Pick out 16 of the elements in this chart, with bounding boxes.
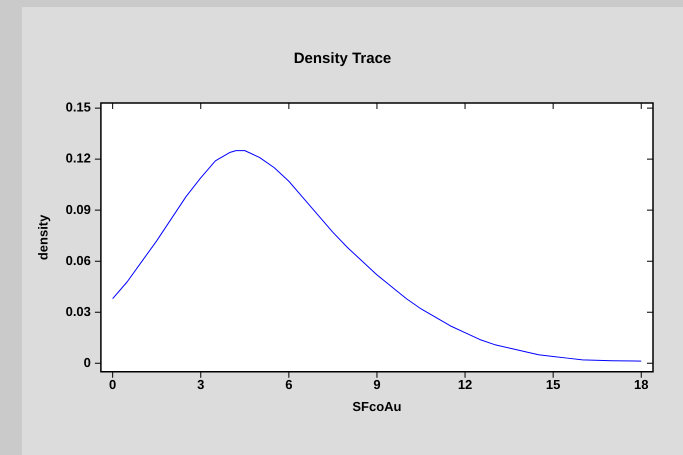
x-tick-label: 0 bbox=[109, 377, 116, 392]
x-tick-label: 18 bbox=[634, 377, 648, 392]
y-tick-label: 0.06 bbox=[66, 252, 91, 268]
y-axis-title: density bbox=[35, 214, 50, 260]
x-tick-label: 12 bbox=[458, 377, 472, 392]
x-tick-label: 9 bbox=[373, 377, 381, 392]
y-tick-label: 0.15 bbox=[66, 100, 91, 115]
chart-title: Density Trace bbox=[294, 50, 392, 68]
y-tick-label: 0.09 bbox=[66, 202, 91, 217]
y-tick-label: 0 bbox=[84, 354, 91, 370]
x-tick-label: 15 bbox=[546, 377, 560, 392]
x-axis-title: SFcoAu bbox=[352, 398, 402, 414]
y-tick-label: 0.12 bbox=[66, 150, 91, 166]
x-tick-label: 3 bbox=[197, 377, 204, 392]
x-tick-label: 6 bbox=[285, 377, 292, 392]
y-tick-label: 0.03 bbox=[66, 304, 91, 319]
